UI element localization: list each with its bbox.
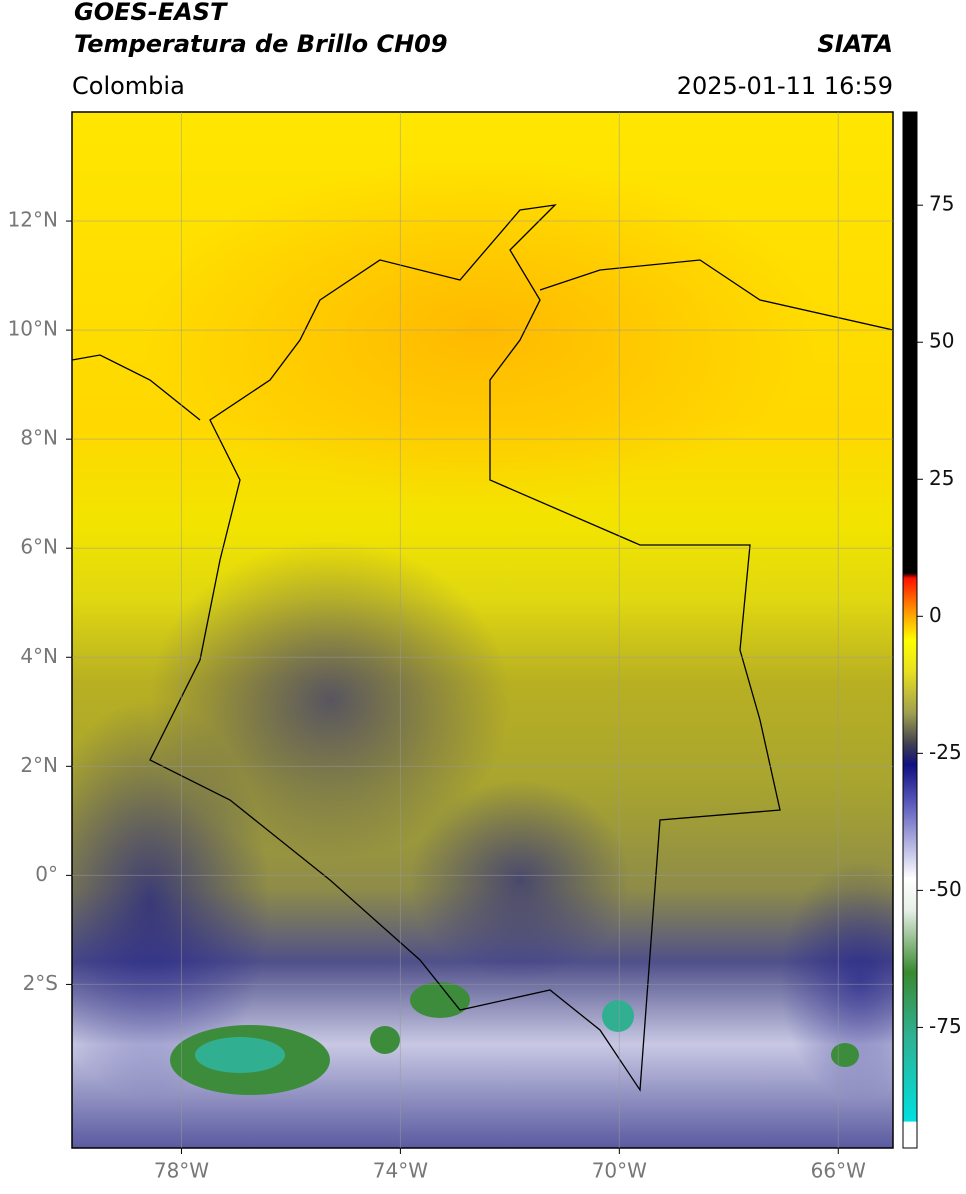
colorbar-tick-label: -75 — [929, 1014, 962, 1038]
colorbar-tick-label: 0 — [929, 603, 942, 627]
y-tick-label: 10°N — [8, 317, 58, 341]
map-frame — [71, 111, 894, 1149]
x-tick-label: 74°W — [373, 1159, 428, 1183]
y-tick-label: 0° — [35, 862, 58, 886]
subtitle: Temperatura de Brillo CH09 — [74, 30, 448, 58]
y-tick-label: 8°N — [20, 426, 58, 450]
colorbar-tick-label: 75 — [929, 192, 954, 216]
y-tick-label: 2°S — [23, 971, 58, 995]
colorbar-tick-label: 50 — [929, 329, 954, 353]
colorbar-tick-label: -50 — [929, 877, 962, 901]
y-tick-label: 2°N — [20, 753, 58, 777]
imagery — [72, 112, 893, 1148]
colorbar-tick-label: 25 — [929, 466, 954, 490]
source: SIATA — [817, 30, 893, 58]
title: GOES-EAST — [74, 0, 228, 26]
x-tick-label: 66°W — [811, 1159, 866, 1183]
x-tick-label: 78°W — [154, 1159, 209, 1183]
region: Colombia — [72, 72, 185, 100]
y-tick-label: 4°N — [20, 644, 58, 668]
datetime: 2025-01-11 16:59 — [677, 72, 893, 100]
colorbar — [902, 111, 918, 1149]
y-tick-label: 12°N — [8, 208, 58, 232]
colorbar-tick-label: -25 — [929, 740, 962, 764]
y-tick-label: 6°N — [20, 535, 58, 559]
x-tick-label: 70°W — [592, 1159, 647, 1183]
